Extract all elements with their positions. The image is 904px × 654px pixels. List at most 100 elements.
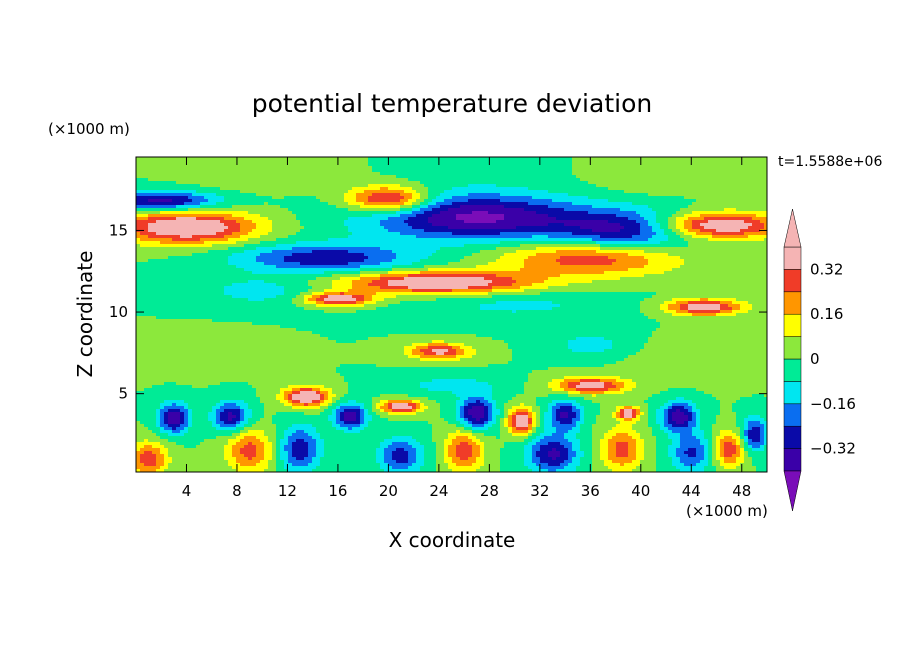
field-cell xyxy=(168,196,173,200)
field-cell xyxy=(476,247,481,251)
field-cell xyxy=(584,205,589,209)
field-cell xyxy=(180,250,185,254)
field-cell xyxy=(232,235,237,239)
field-cell xyxy=(396,214,401,218)
field-cell xyxy=(680,199,685,203)
field-cell xyxy=(708,205,713,209)
field-cell xyxy=(548,172,553,176)
field-cell xyxy=(532,229,537,233)
field-cell xyxy=(304,166,309,170)
field-cell xyxy=(560,232,565,236)
field-cell xyxy=(524,247,529,251)
field-cell xyxy=(228,247,233,251)
field-cell xyxy=(692,163,697,167)
field-cell xyxy=(488,211,493,215)
field-cell xyxy=(544,190,549,194)
field-cell xyxy=(596,211,601,215)
field-cell xyxy=(684,220,689,224)
field-cell xyxy=(152,205,157,209)
field-cell xyxy=(592,196,597,200)
field-cell xyxy=(720,169,725,173)
field-cell xyxy=(400,205,405,209)
field-cell xyxy=(452,199,457,203)
field-cell xyxy=(676,235,681,239)
field-cell xyxy=(572,175,577,179)
field-cell xyxy=(724,157,729,161)
field-cell xyxy=(220,181,225,185)
field-cell xyxy=(436,169,441,173)
field-cell xyxy=(372,223,377,227)
field-cell xyxy=(368,190,373,194)
field-cell xyxy=(712,196,717,200)
field-cell xyxy=(368,244,373,248)
field-cell xyxy=(224,205,229,209)
field-cell xyxy=(308,178,313,182)
field-cell xyxy=(352,178,357,182)
field-cell xyxy=(724,226,729,230)
field-cell xyxy=(272,208,277,212)
field-cell xyxy=(668,175,673,179)
field-cell xyxy=(304,208,309,212)
field-cell xyxy=(424,202,429,206)
field-cell xyxy=(696,166,701,170)
field-cell xyxy=(748,205,753,209)
field-cell xyxy=(380,238,385,242)
field-cell xyxy=(288,160,293,164)
field-cell xyxy=(144,205,149,209)
field-cell xyxy=(680,184,685,188)
field-cell xyxy=(744,205,749,209)
field-cell xyxy=(576,160,581,164)
field-cell xyxy=(304,223,309,227)
field-cell xyxy=(636,226,641,230)
field-cell xyxy=(528,190,533,194)
field-cell xyxy=(476,208,481,212)
field-cell xyxy=(140,187,145,191)
field-cell xyxy=(432,232,437,236)
field-cell xyxy=(272,199,277,203)
field-cell xyxy=(328,232,333,236)
field-cell xyxy=(160,187,165,191)
field-cell xyxy=(664,208,669,212)
field-cell xyxy=(228,178,233,182)
field-cell xyxy=(736,226,741,230)
field-cell xyxy=(724,241,729,245)
field-cell xyxy=(496,202,501,206)
field-cell xyxy=(216,250,221,254)
field-cell xyxy=(300,217,305,221)
field-cell xyxy=(400,175,405,179)
field-cell xyxy=(508,187,513,191)
field-cell xyxy=(624,187,629,191)
field-cell xyxy=(360,187,365,191)
field-cell xyxy=(472,241,477,245)
field-cell xyxy=(184,250,189,254)
field-cell xyxy=(628,196,633,200)
field-cell xyxy=(604,172,609,176)
field-cell xyxy=(456,193,461,197)
field-cell xyxy=(532,244,537,248)
field-cell xyxy=(608,223,613,227)
field-cell xyxy=(404,181,409,185)
field-cell xyxy=(372,166,377,170)
field-cell xyxy=(260,157,265,161)
field-cell xyxy=(292,244,297,248)
field-cell xyxy=(608,160,613,164)
field-cell xyxy=(304,157,309,161)
field-cell xyxy=(760,232,765,236)
field-cell xyxy=(480,193,485,197)
field-cell xyxy=(656,181,661,185)
field-cell xyxy=(280,187,285,191)
field-cell xyxy=(712,229,717,233)
field-cell xyxy=(544,175,549,179)
field-cell xyxy=(348,190,353,194)
field-cell xyxy=(488,235,493,239)
field-cell xyxy=(560,196,565,200)
field-cell xyxy=(388,208,393,212)
field-cell xyxy=(684,187,689,191)
field-cell xyxy=(244,208,249,212)
field-cell xyxy=(284,211,289,215)
field-cell xyxy=(268,202,273,206)
field-cell xyxy=(252,232,257,236)
field-cell xyxy=(460,250,465,254)
field-cell xyxy=(620,202,625,206)
field-cell xyxy=(760,244,765,248)
